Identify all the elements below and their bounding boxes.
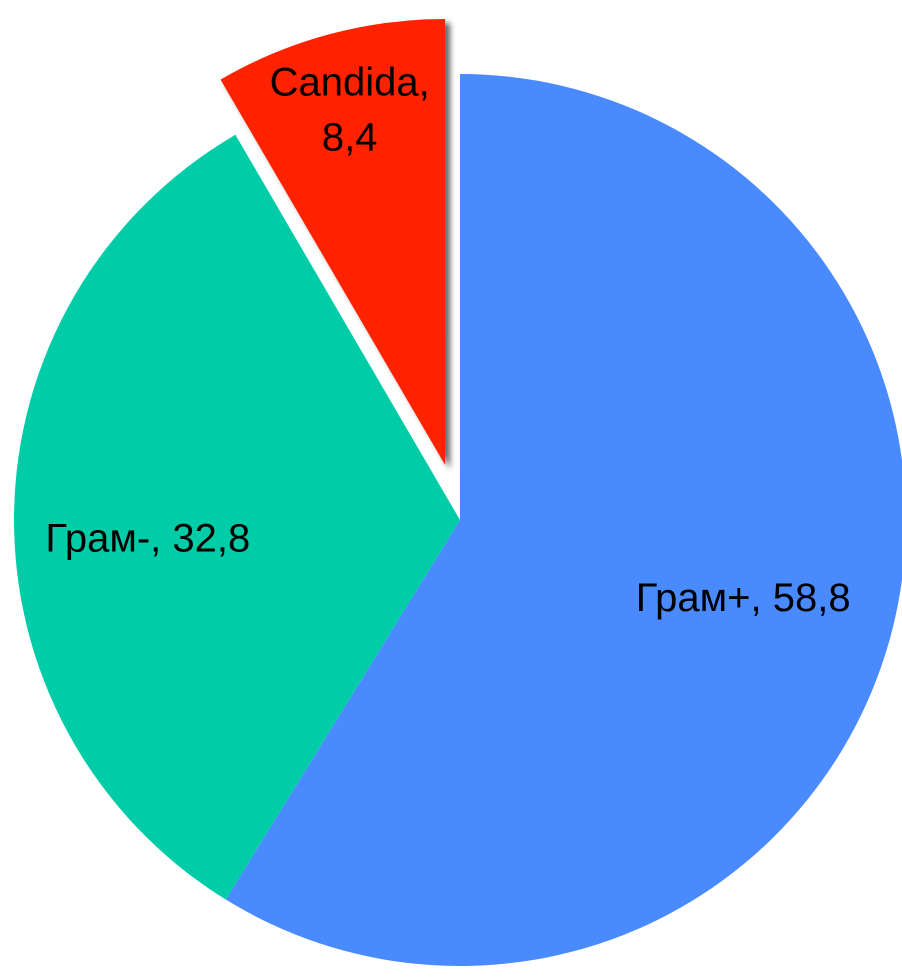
data-label: Грам+, 58,8 <box>636 576 851 620</box>
data-label-line: 8,4 <box>322 115 378 159</box>
data-label: Candida, 8,4 <box>270 60 430 159</box>
data-label-line: Candida, <box>270 60 430 104</box>
data-label: Грам-, 32,8 <box>45 517 250 561</box>
pie-slice <box>220 18 446 465</box>
pie-slice <box>13 134 461 900</box>
pie-slice <box>225 74 902 966</box>
